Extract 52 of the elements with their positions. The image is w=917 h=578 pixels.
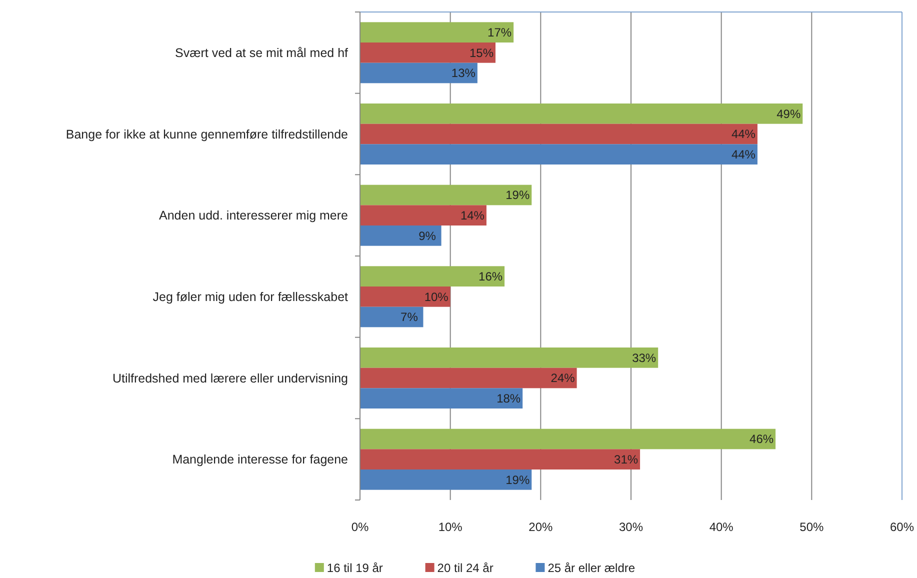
data-label: 9% bbox=[418, 228, 436, 243]
data-label: 44% bbox=[731, 148, 756, 162]
bar bbox=[360, 449, 640, 470]
data-label: 19% bbox=[506, 188, 530, 202]
y-tick-label: Svært ved at se mit mål med hf bbox=[175, 46, 349, 60]
bar bbox=[360, 348, 658, 368]
data-label: 18% bbox=[496, 392, 521, 406]
y-tick-label: Anden udd. interesserer mig mere bbox=[159, 208, 348, 223]
y-tick-label: Jeg føler mig uden for fællesskabet bbox=[152, 290, 349, 304]
bar bbox=[360, 226, 442, 246]
bar bbox=[360, 22, 514, 42]
bar bbox=[360, 306, 424, 328]
legend-label: 16 til 19 år bbox=[326, 561, 383, 575]
x-tick-label: 40% bbox=[709, 520, 734, 534]
bar bbox=[360, 428, 776, 450]
x-tick-label: 50% bbox=[800, 520, 824, 534]
y-tick-label: Manglende interesse for fagene bbox=[172, 452, 348, 467]
x-tick-label: 10% bbox=[438, 520, 463, 534]
data-label: 14% bbox=[460, 208, 485, 223]
legend-label: 25 år eller ældre bbox=[548, 561, 636, 575]
bar bbox=[360, 388, 523, 408]
data-label: 19% bbox=[506, 472, 530, 487]
bar bbox=[360, 286, 450, 307]
data-label: 17% bbox=[488, 26, 512, 40]
data-label: 33% bbox=[632, 350, 656, 365]
bar bbox=[360, 42, 496, 63]
data-label: 24% bbox=[550, 371, 576, 386]
x-tick-label: 60% bbox=[890, 520, 914, 534]
bar bbox=[360, 368, 577, 388]
bar bbox=[360, 124, 758, 144]
x-tick-label: 0% bbox=[351, 520, 369, 534]
bar bbox=[360, 184, 532, 206]
bar bbox=[360, 205, 486, 226]
data-label: 16% bbox=[478, 270, 503, 284]
bar bbox=[360, 62, 478, 84]
data-label: 31% bbox=[614, 452, 638, 467]
x-tick-label: 30% bbox=[618, 520, 644, 534]
data-label: 13% bbox=[451, 66, 476, 80]
bar bbox=[360, 266, 505, 286]
data-label: 46% bbox=[750, 432, 774, 446]
data-label: 15% bbox=[469, 46, 494, 60]
bar bbox=[360, 144, 758, 164]
y-tick-label: Utilfredshed med lærere eller undervisning bbox=[112, 371, 348, 386]
x-tick-label: 20% bbox=[528, 520, 553, 534]
data-label: 7% bbox=[400, 310, 418, 324]
y-tick-label: Bange for ikke at kunne gennemføre tilfredstillende bbox=[66, 127, 348, 142]
data-label: 10% bbox=[424, 290, 449, 304]
legend-label: 20 til 24 år bbox=[437, 561, 494, 575]
data-label: 44% bbox=[731, 127, 756, 142]
data-label: 49% bbox=[776, 106, 801, 121]
bar bbox=[360, 104, 803, 124]
bar bbox=[360, 470, 532, 490]
